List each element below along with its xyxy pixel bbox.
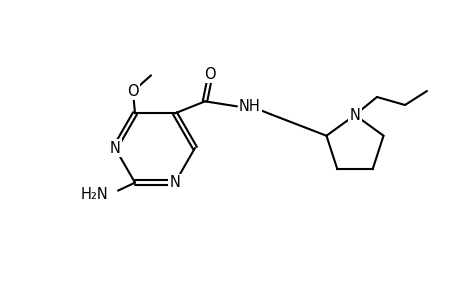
Text: O: O [204,67,215,82]
Text: NH: NH [239,99,260,114]
Text: N: N [109,140,120,155]
Text: O: O [127,84,139,99]
Text: N: N [349,107,360,122]
Text: H₂N: H₂N [80,187,108,202]
Text: N: N [169,175,180,190]
